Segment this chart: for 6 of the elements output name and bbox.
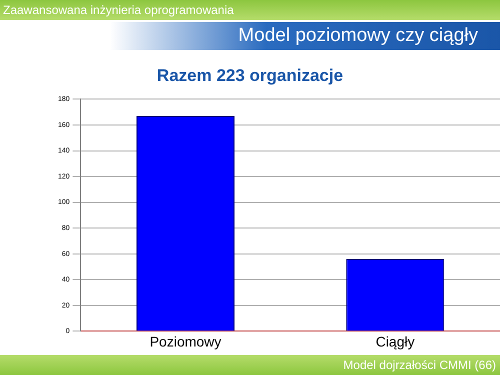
chart-title: Model poziomowy czy ciągły [110, 22, 500, 50]
text: Zaawansowana inżynieria oprogramowania [0, 0, 500, 20]
chart-subtitle: Razem 223 organizacje [156, 66, 344, 86]
x-tick-label: Ciągły [376, 333, 415, 350]
x-tick-label: Poziomowy [150, 333, 222, 350]
text: Model dojrzałości CMMI (66) [0, 355, 500, 375]
